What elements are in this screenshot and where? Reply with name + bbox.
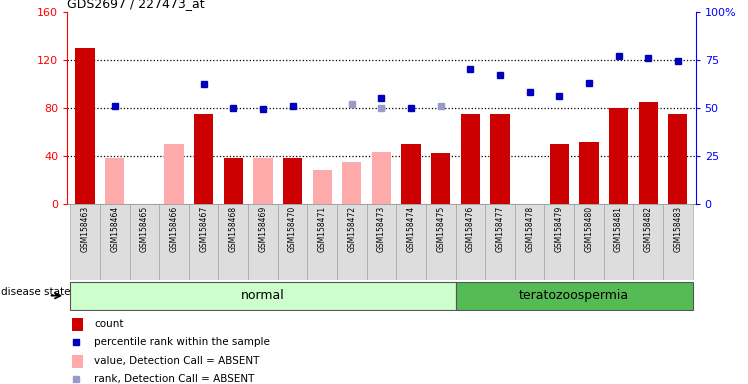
Text: disease state: disease state (1, 287, 70, 297)
Bar (129, 204, 159, 280)
Bar (76, 48, 95, 204)
Bar (70, 204, 100, 280)
Bar (663, 204, 693, 280)
Bar (639, 101, 657, 204)
Text: GSM158475: GSM158475 (436, 206, 445, 252)
Bar (367, 204, 396, 280)
Text: GSM158477: GSM158477 (495, 206, 505, 252)
Text: GSM158476: GSM158476 (466, 206, 475, 252)
Bar (159, 204, 188, 280)
Bar (545, 204, 574, 280)
Text: normal: normal (241, 289, 285, 302)
Bar (574, 204, 604, 280)
Bar (313, 170, 332, 204)
Bar (609, 108, 628, 204)
Text: count: count (94, 319, 123, 329)
Bar (218, 204, 248, 280)
Text: GSM158469: GSM158469 (258, 206, 268, 252)
Bar (254, 158, 272, 204)
Bar (461, 114, 480, 204)
Bar (550, 144, 569, 204)
Text: GSM158473: GSM158473 (377, 206, 386, 252)
Bar (485, 204, 515, 280)
Text: GSM158483: GSM158483 (673, 206, 682, 252)
Text: GSM158480: GSM158480 (584, 206, 593, 252)
Bar (100, 204, 129, 280)
Text: percentile rank within the sample: percentile rank within the sample (94, 338, 270, 348)
Text: rank, Detection Call = ABSENT: rank, Detection Call = ABSENT (94, 374, 254, 384)
Bar (165, 144, 184, 204)
Text: GSM158467: GSM158467 (199, 206, 208, 252)
Bar (72, 355, 83, 368)
Bar (579, 142, 598, 204)
Bar (668, 114, 687, 204)
Text: GDS2697 / 227473_at: GDS2697 / 227473_at (67, 0, 205, 10)
Text: GSM158481: GSM158481 (614, 206, 623, 252)
Bar (72, 318, 83, 331)
Bar (278, 204, 307, 280)
Bar (224, 158, 243, 204)
Bar (248, 204, 278, 280)
Bar (337, 204, 367, 280)
Bar (431, 153, 450, 204)
Text: GSM158478: GSM158478 (525, 206, 534, 252)
Text: GSM158474: GSM158474 (407, 206, 416, 252)
Text: teratozoospermia: teratozoospermia (519, 289, 629, 302)
Bar (456, 282, 693, 310)
Text: GSM158479: GSM158479 (555, 206, 564, 252)
Bar (402, 144, 420, 204)
Bar (491, 114, 509, 204)
Bar (307, 204, 337, 280)
Bar (342, 162, 361, 204)
Text: GSM158463: GSM158463 (81, 206, 90, 252)
Bar (634, 204, 663, 280)
Bar (515, 204, 545, 280)
Bar (372, 152, 391, 204)
Text: GSM158466: GSM158466 (170, 206, 179, 252)
Bar (188, 204, 218, 280)
Text: GSM158482: GSM158482 (644, 206, 653, 252)
Bar (283, 158, 302, 204)
Bar (426, 204, 456, 280)
Bar (194, 114, 213, 204)
Text: GSM158468: GSM158468 (229, 206, 238, 252)
Text: GSM158472: GSM158472 (347, 206, 356, 252)
Bar (456, 204, 485, 280)
Text: GSM158471: GSM158471 (318, 206, 327, 252)
Bar (604, 204, 634, 280)
Bar (105, 158, 124, 204)
Text: GSM158465: GSM158465 (140, 206, 149, 252)
Bar (396, 204, 426, 280)
Text: GSM158464: GSM158464 (110, 206, 119, 252)
Text: GSM158470: GSM158470 (288, 206, 297, 252)
Bar (70, 282, 456, 310)
Text: value, Detection Call = ABSENT: value, Detection Call = ABSENT (94, 356, 260, 366)
